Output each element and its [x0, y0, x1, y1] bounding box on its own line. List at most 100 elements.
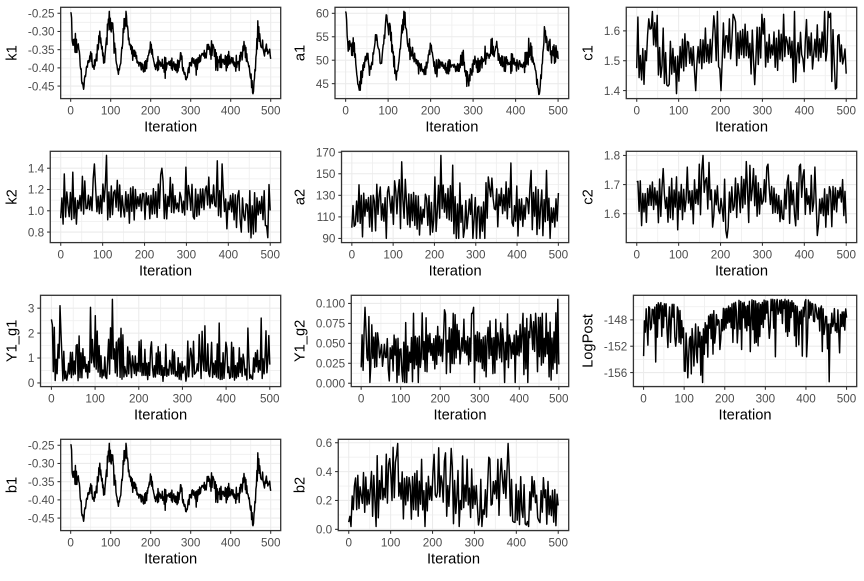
svg-text:200: 200	[711, 249, 731, 262]
svg-text:400: 400	[507, 537, 527, 550]
svg-text:Iteration: Iteration	[144, 552, 197, 568]
svg-text:3: 3	[28, 302, 35, 315]
svg-text:a2: a2	[293, 189, 309, 205]
svg-text:100: 100	[101, 537, 121, 550]
svg-text:500: 500	[837, 393, 857, 406]
svg-text:150: 150	[316, 168, 336, 181]
svg-text:1.0: 1.0	[28, 205, 45, 218]
svg-text:200: 200	[129, 393, 149, 406]
svg-text:500: 500	[549, 249, 569, 262]
svg-text:60: 60	[316, 8, 330, 21]
svg-text:500: 500	[261, 537, 281, 550]
svg-text:0.2: 0.2	[316, 495, 332, 508]
svg-text:1.6: 1.6	[604, 208, 620, 221]
svg-text:100: 100	[93, 249, 113, 262]
svg-text:Iteration: Iteration	[139, 264, 192, 280]
svg-text:-0.35: -0.35	[28, 476, 55, 489]
svg-text:400: 400	[796, 393, 816, 406]
svg-text:0: 0	[633, 249, 640, 262]
svg-text:Iteration: Iteration	[719, 408, 772, 424]
svg-text:110: 110	[317, 211, 336, 224]
svg-text:0.000: 0.000	[316, 377, 346, 390]
svg-text:-0.45: -0.45	[28, 512, 55, 525]
svg-text:200: 200	[141, 105, 161, 118]
svg-text:500: 500	[548, 105, 568, 118]
svg-text:130: 130	[316, 190, 336, 203]
svg-text:170: 170	[316, 146, 336, 159]
svg-text:0.4: 0.4	[316, 466, 333, 479]
svg-text:400: 400	[506, 105, 526, 118]
svg-text:55: 55	[316, 31, 330, 44]
svg-text:100: 100	[383, 249, 403, 262]
svg-text:500: 500	[548, 537, 568, 550]
svg-text:50: 50	[316, 54, 330, 67]
svg-text:200: 200	[135, 249, 155, 262]
svg-text:0.050: 0.050	[316, 338, 346, 351]
svg-text:0: 0	[640, 393, 647, 406]
svg-text:90: 90	[322, 233, 336, 246]
svg-text:1.7: 1.7	[604, 179, 620, 192]
svg-text:-0.30: -0.30	[28, 458, 55, 471]
svg-text:200: 200	[430, 393, 450, 406]
svg-text:200: 200	[715, 393, 735, 406]
svg-text:0.0: 0.0	[316, 524, 333, 537]
svg-text:-152: -152	[604, 340, 627, 353]
svg-text:100: 100	[669, 105, 689, 118]
svg-text:0: 0	[358, 393, 365, 406]
svg-text:400: 400	[221, 105, 241, 118]
svg-text:-0.40: -0.40	[28, 494, 55, 507]
svg-text:Iteration: Iteration	[429, 264, 482, 280]
svg-text:Iteration: Iteration	[715, 264, 768, 280]
svg-text:Iteration: Iteration	[425, 120, 478, 136]
svg-text:300: 300	[181, 537, 201, 550]
svg-text:1.2: 1.2	[28, 184, 44, 197]
svg-text:-0.25: -0.25	[28, 7, 55, 20]
svg-text:100: 100	[381, 537, 401, 550]
svg-text:100: 100	[101, 105, 121, 118]
svg-text:0: 0	[48, 393, 55, 406]
svg-text:200: 200	[711, 105, 731, 118]
svg-text:0.100: 0.100	[316, 298, 346, 311]
svg-text:100: 100	[391, 393, 411, 406]
svg-text:b2: b2	[293, 477, 309, 493]
svg-text:1: 1	[28, 352, 35, 365]
svg-text:-148: -148	[604, 314, 627, 327]
svg-text:500: 500	[836, 105, 856, 118]
svg-text:200: 200	[141, 537, 161, 550]
svg-text:c2: c2	[581, 189, 597, 205]
svg-text:a1: a1	[293, 45, 309, 61]
svg-text:-0.30: -0.30	[28, 26, 55, 39]
svg-text:Y1_g1: Y1_g1	[5, 320, 21, 362]
svg-text:k1: k1	[5, 45, 21, 61]
svg-text:0: 0	[67, 537, 74, 550]
svg-text:300: 300	[756, 393, 776, 406]
svg-text:1.4: 1.4	[28, 162, 45, 175]
svg-text:0.8: 0.8	[28, 226, 44, 239]
svg-text:Y1_g2: Y1_g2	[293, 320, 309, 362]
svg-text:0: 0	[57, 249, 64, 262]
svg-text:500: 500	[260, 249, 280, 262]
svg-text:0: 0	[28, 377, 35, 390]
svg-text:Iteration: Iteration	[134, 408, 187, 424]
svg-text:500: 500	[836, 249, 856, 262]
svg-text:0.025: 0.025	[316, 358, 346, 371]
svg-text:0: 0	[633, 105, 640, 118]
svg-text:300: 300	[177, 249, 197, 262]
svg-text:0.6: 0.6	[316, 437, 332, 450]
svg-text:45: 45	[316, 78, 330, 91]
svg-text:b1: b1	[5, 477, 21, 493]
svg-text:Iteration: Iteration	[715, 120, 768, 136]
svg-text:300: 300	[465, 537, 485, 550]
svg-text:-0.40: -0.40	[28, 62, 55, 75]
svg-text:c1: c1	[581, 45, 597, 61]
svg-text:100: 100	[669, 249, 689, 262]
svg-text:300: 300	[470, 393, 490, 406]
svg-text:100: 100	[674, 393, 694, 406]
svg-text:0: 0	[342, 105, 349, 118]
svg-text:500: 500	[260, 393, 280, 406]
svg-text:100: 100	[378, 105, 398, 118]
svg-text:LogPost: LogPost	[581, 314, 597, 368]
svg-text:300: 300	[753, 249, 773, 262]
svg-text:500: 500	[261, 105, 281, 118]
svg-text:400: 400	[510, 393, 530, 406]
